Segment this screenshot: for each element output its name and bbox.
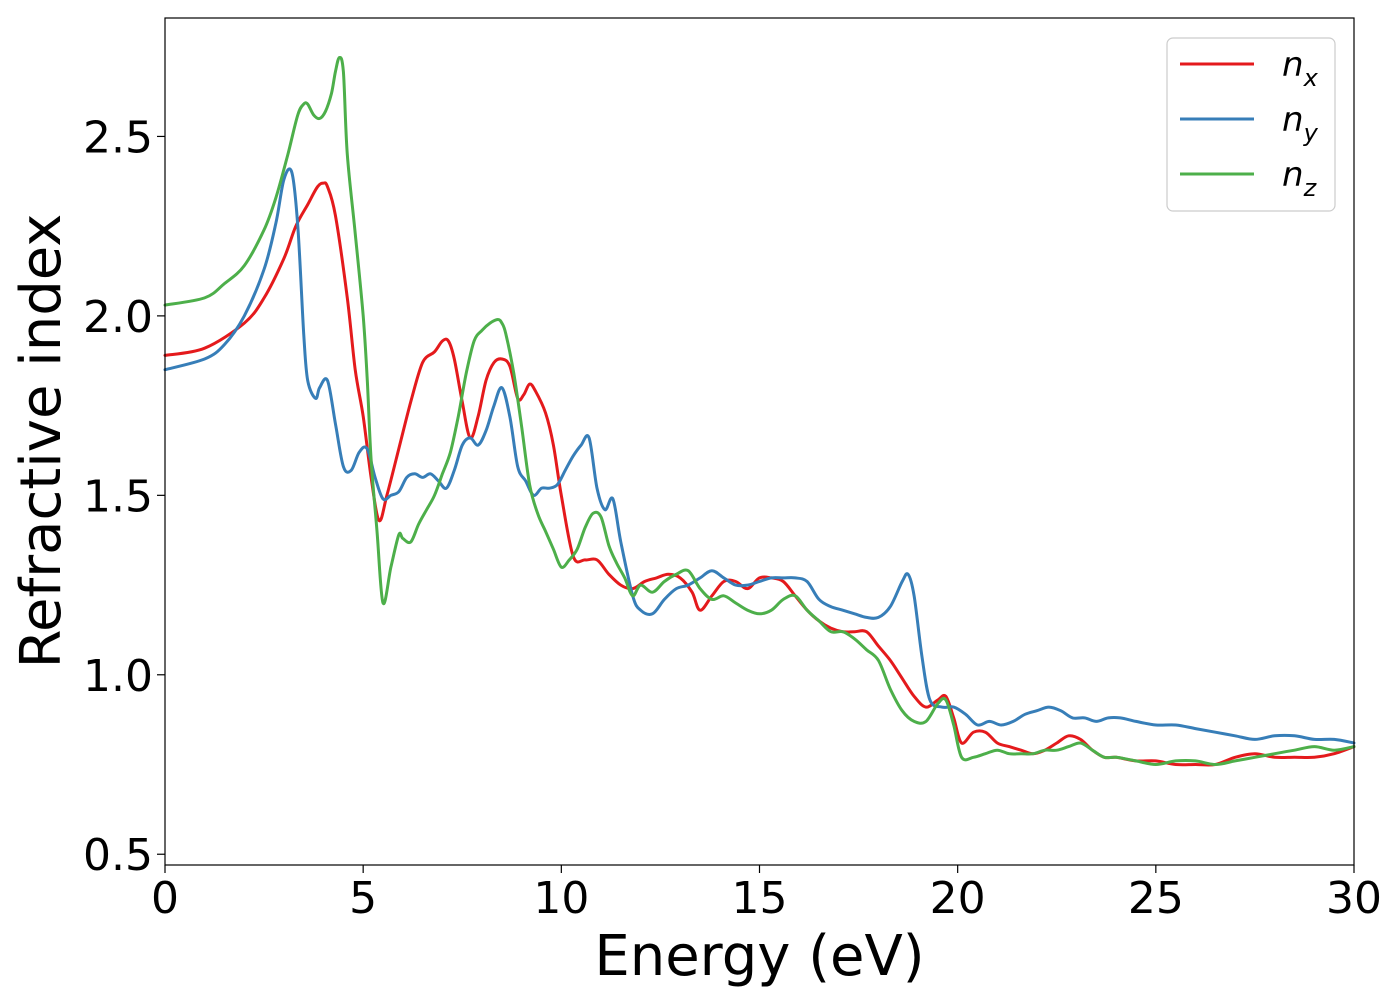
series-line-x	[163, 181, 1356, 767]
legend-label-y: ny	[1282, 100, 1319, 147]
legend-label-z: nz	[1282, 155, 1318, 202]
y-tick-label: 0.5	[83, 830, 153, 881]
x-tick-label: 10	[533, 873, 589, 924]
series-line-y	[163, 167, 1356, 745]
y-axis-label: Refractive index	[9, 214, 74, 669]
y-tick-label: 1.0	[83, 651, 153, 702]
x-axis-ticks: 0 5 10 15 20 25 30	[151, 865, 1382, 924]
legend-label-base: n	[1282, 45, 1304, 85]
x-axis-label: Energy (eV)	[594, 924, 924, 989]
legend-box	[1166, 37, 1336, 212]
x-tick-label: 30	[1326, 873, 1382, 924]
series-line-z	[163, 55, 1356, 766]
legend-label-subscript: y	[1303, 119, 1319, 147]
x-tick-label: 0	[151, 873, 179, 924]
y-axis-ticks: 0.5 1.0 1.5 2.0 2.5	[83, 112, 165, 881]
y-tick-label: 2.0	[83, 292, 153, 343]
legend-label-x: nx	[1282, 45, 1319, 92]
legend-label-base: n	[1282, 155, 1304, 195]
y-tick-label: 2.5	[83, 112, 153, 163]
legend-label-base: n	[1282, 100, 1304, 140]
x-tick-label: 15	[732, 873, 788, 924]
legend-label-subscript: x	[1303, 64, 1319, 92]
x-tick-label: 20	[930, 873, 986, 924]
x-tick-label: 25	[1128, 873, 1184, 924]
series-layer	[163, 55, 1356, 767]
legend-label-subscript: z	[1303, 174, 1318, 202]
x-tick-label: 5	[349, 873, 377, 924]
y-tick-label: 1.5	[83, 471, 153, 522]
